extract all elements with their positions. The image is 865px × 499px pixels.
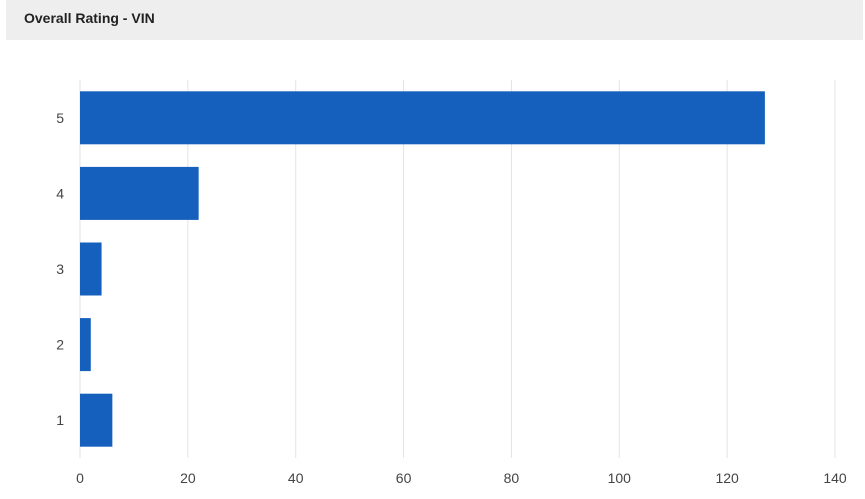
y-tick-label: 4: [56, 185, 64, 201]
chart-title: Overall Rating - VIN: [24, 10, 155, 26]
bar-rating-3[interactable]: [80, 242, 102, 296]
x-tick-label: 20: [180, 470, 196, 486]
bar-rating-4[interactable]: [80, 166, 199, 220]
y-tick-label: 2: [56, 337, 64, 353]
x-tick-label: 0: [76, 470, 84, 486]
x-tick-label: 80: [504, 470, 520, 486]
bar-rating-2[interactable]: [80, 318, 91, 372]
panel-header: Overall Rating - VIN: [6, 0, 863, 40]
x-tick-label: 60: [396, 470, 412, 486]
y-tick-label: 3: [56, 261, 64, 277]
bar-rating-1[interactable]: [80, 393, 113, 447]
x-tick-label: 100: [608, 470, 632, 486]
x-tick-label: 120: [715, 470, 739, 486]
x-tick-labels: 0 20 40 60 80 100 120 140: [76, 470, 847, 486]
y-tick-label: 1: [56, 412, 64, 428]
y-tick-labels: 5 4 3 2 1: [56, 110, 64, 428]
bar-rating-5[interactable]: [80, 91, 765, 145]
x-tick-label: 40: [288, 470, 304, 486]
y-tick-label: 5: [56, 110, 64, 126]
bars: [80, 91, 765, 447]
x-tick-label: 140: [823, 470, 847, 486]
